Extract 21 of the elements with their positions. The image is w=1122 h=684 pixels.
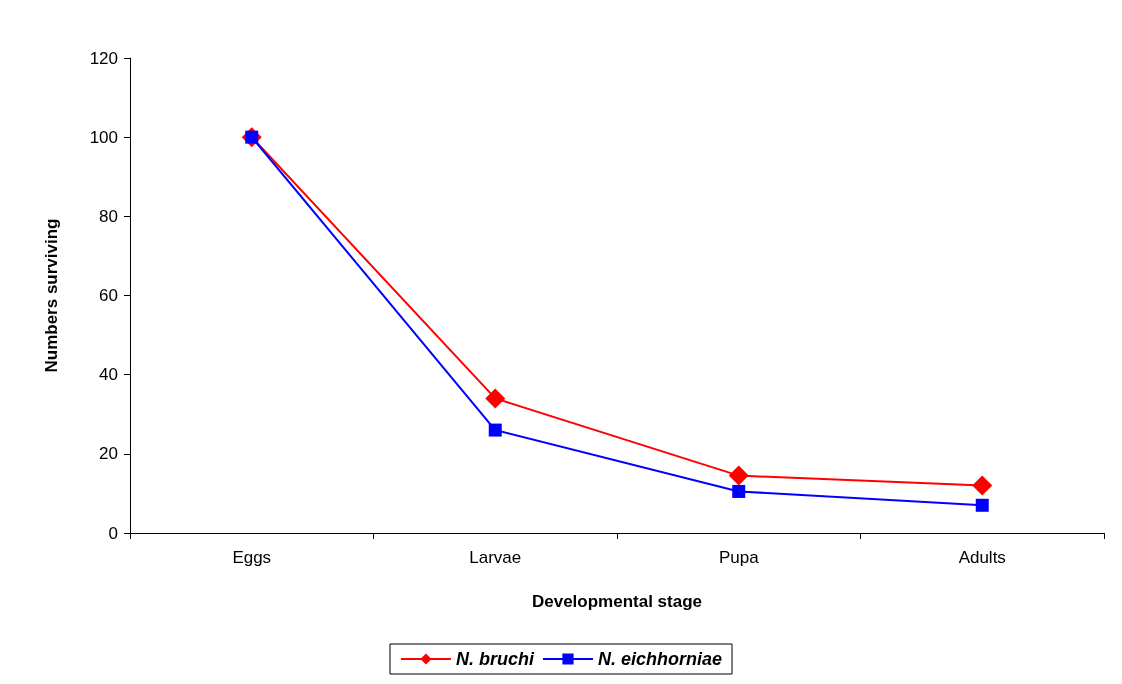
x-axis-title: Developmental stage (531, 592, 703, 611)
point (972, 475, 993, 496)
y-tick-label: 120 (89, 48, 118, 68)
y-tick-label: 20 (99, 444, 118, 464)
y-tick-label: 100 (89, 127, 118, 147)
x-tick-label: Adults (958, 548, 1006, 567)
x-tick-label: Eggs (232, 548, 272, 567)
point (732, 484, 746, 498)
x-tick-label: Larvae (469, 548, 522, 567)
point (728, 465, 749, 486)
point (485, 388, 506, 409)
point (975, 498, 989, 512)
y-axis-title: Numbers surviving (42, 218, 61, 373)
y-tick-label: 80 (99, 206, 118, 226)
legend-label: N. eichhorniae (597, 649, 723, 669)
y-tick-label: 40 (99, 365, 118, 385)
y-tick-label: 60 (99, 286, 118, 305)
legend-label: N. bruchi (455, 649, 535, 669)
y-tick-label: 0 (108, 523, 118, 543)
x-tick-label: Pupa (718, 548, 760, 567)
point (488, 423, 502, 437)
